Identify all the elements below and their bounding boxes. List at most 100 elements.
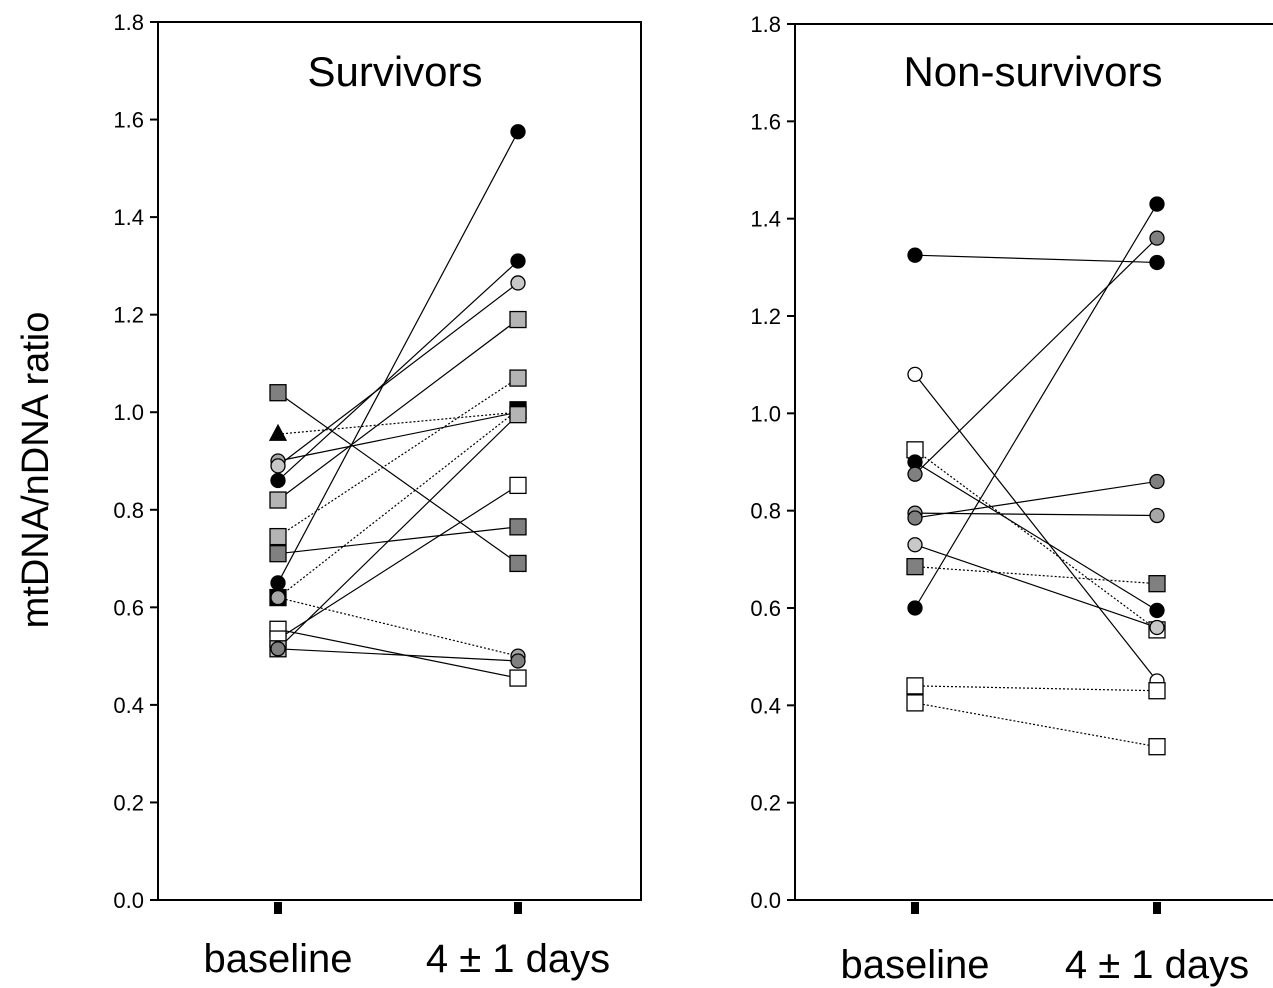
panel-title: Survivors	[307, 48, 482, 95]
data-point	[510, 253, 526, 269]
y-tick-label: 1.2	[113, 303, 144, 328]
data-point	[1148, 575, 1166, 593]
data-point	[1149, 602, 1165, 619]
plot-frame	[157, 21, 642, 901]
data-point	[509, 669, 527, 687]
data-point	[509, 406, 527, 424]
panel-non-survivors: Non-survivors 0.0 0.2 0.4 0.6 0.8 1.0 1.2 1.4 1.…	[750, 12, 1273, 987]
series-line	[277, 260, 519, 481]
data-point	[269, 384, 287, 402]
data-point	[907, 247, 923, 263]
y-tick-label: 1.8	[750, 12, 781, 37]
data-point	[270, 458, 286, 474]
data-point	[509, 310, 527, 329]
series-line	[277, 648, 519, 662]
data-point	[1149, 196, 1165, 212]
y-axis: 0.0 0.2 0.4 0.6 0.8 1.0 1.2 1.4 1.6 1.8	[113, 10, 158, 913]
data-point	[509, 369, 527, 387]
series-line	[277, 411, 519, 462]
y-tick-label: 0.0	[750, 888, 781, 913]
y-tick-label: 0.0	[113, 888, 144, 913]
data-point	[1149, 254, 1165, 271]
series-line	[914, 254, 1158, 264]
y-tick-label: 1.4	[113, 205, 144, 230]
x-tick	[514, 902, 522, 914]
y-tick-label: 1.6	[750, 109, 781, 134]
x-tick-label: baseline	[203, 937, 352, 981]
series-line	[914, 685, 1158, 692]
data-point	[510, 653, 526, 669]
y-tick-label: 1.2	[750, 304, 781, 329]
data-point	[270, 589, 286, 606]
x-tick-label: 4 ± 1 days	[426, 937, 610, 981]
data-point	[1149, 619, 1165, 636]
y-tick-label: 1.8	[113, 10, 144, 35]
data-point	[1148, 682, 1166, 700]
y-tick-label: 1.6	[113, 108, 144, 133]
data-point	[1148, 738, 1166, 756]
series-line	[914, 449, 1158, 631]
data-point	[510, 275, 526, 291]
y-tick-label: 0.8	[113, 498, 144, 523]
series-line	[914, 566, 1158, 585]
series-line	[277, 484, 519, 640]
data-point	[1149, 473, 1165, 490]
series-line	[277, 526, 519, 555]
y-tick-label: 1.0	[750, 401, 781, 426]
y-tick-label: 0.4	[113, 693, 144, 718]
x-tick	[274, 902, 282, 914]
data-point	[1149, 230, 1165, 246]
series-group	[268, 124, 528, 687]
data-point	[906, 557, 924, 576]
series-line	[277, 282, 519, 467]
series-line	[277, 409, 519, 599]
series-line	[277, 628, 519, 679]
data-point	[268, 423, 288, 441]
data-point	[510, 124, 526, 140]
x-tick	[911, 902, 919, 914]
x-tick-label: 4 ± 1 days	[1065, 943, 1249, 987]
x-axis: baseline 4 ± 1 days	[840, 902, 1249, 987]
data-point	[270, 575, 286, 591]
series-line	[277, 392, 519, 564]
data-point	[906, 677, 924, 695]
data-point	[1149, 507, 1165, 524]
y-tick-label: 1.4	[750, 207, 781, 232]
series-line	[914, 480, 1158, 519]
series-line	[914, 512, 1158, 517]
series-line	[914, 203, 1158, 609]
x-tick-label: baseline	[840, 943, 989, 987]
data-point	[907, 600, 923, 616]
y-axis-label: mtDNA/nDNA ratio	[15, 312, 57, 629]
data-point	[907, 466, 923, 482]
x-axis: baseline 4 ± 1 days	[203, 902, 610, 981]
y-axis: 0.0 0.2 0.4 0.6 0.8 1.0 1.2 1.4 1.6 1.8	[750, 12, 795, 913]
series-line	[914, 237, 1158, 475]
data-point	[509, 518, 527, 536]
series-line	[277, 319, 519, 501]
y-tick-label: 0.6	[113, 595, 144, 620]
y-tick-label: 0.4	[750, 693, 781, 718]
data-point	[270, 641, 286, 657]
series-line	[914, 544, 1158, 629]
data-point	[509, 476, 527, 495]
data-point	[269, 545, 287, 563]
data-point	[907, 366, 923, 383]
data-point	[269, 527, 287, 546]
x-tick	[1153, 902, 1161, 914]
series-line	[914, 461, 1158, 611]
series-line	[914, 374, 1158, 682]
series-group	[906, 196, 1166, 756]
y-tick-label: 0.8	[750, 499, 781, 524]
series-line	[277, 596, 519, 657]
panel-survivors: Survivors 0.0 0.2 0.4 0.6 0.8 1.0 1.2 1.4 1.6 1.8…	[113, 10, 642, 981]
y-tick-label: 0.2	[113, 790, 144, 815]
series-line	[277, 411, 519, 435]
data-point	[906, 694, 924, 712]
data-point	[907, 537, 923, 553]
series-line	[277, 377, 519, 538]
series-line	[914, 702, 1158, 748]
y-tick-label: 0.6	[750, 596, 781, 621]
series-line	[277, 414, 519, 650]
